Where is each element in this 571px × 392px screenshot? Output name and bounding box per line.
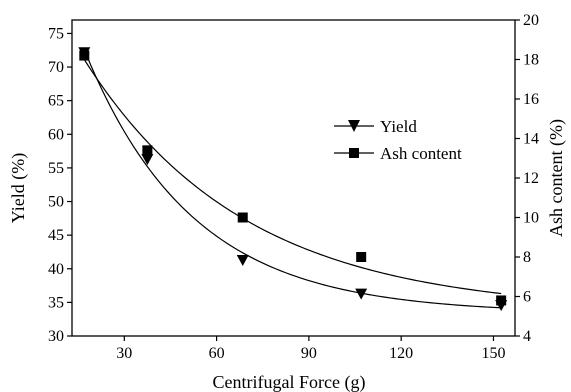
axis-ticks: 30 60 90 120 150 30 35 40 45 50 55 60 65 70 75 4 6 8 10 12 1… (48, 12, 539, 362)
y2-tick-label: 16 (523, 91, 539, 108)
legend-marker-yield (348, 120, 360, 132)
legend-label-ash-content: Ash content (380, 144, 462, 163)
y-tick-label: 75 (48, 25, 64, 42)
x-tick-label: 30 (116, 345, 132, 362)
data-point-ash-content (237, 212, 248, 223)
plot-frame (71, 19, 516, 337)
legend-item-yield: Yield (334, 117, 417, 136)
x-tick-label: 60 (209, 345, 225, 362)
x-tick-label: 120 (389, 345, 413, 362)
data-point-yield (236, 255, 249, 267)
y-tick-label: 65 (48, 93, 64, 110)
y2-axis-title: Ash content (%) (546, 119, 567, 237)
y2-tick-label: 8 (523, 249, 531, 266)
y-tick-label: 55 (48, 160, 64, 177)
y-tick-label: 60 (48, 126, 64, 143)
fit-curves (83, 49, 502, 309)
y-tick-label: 30 (48, 328, 64, 345)
y2-tick-label: 20 (523, 12, 539, 29)
y-tick-label: 45 (48, 227, 64, 244)
y-tick-label: 40 (48, 261, 64, 278)
x-axis-title: Centrifugal Force (g) (213, 372, 366, 392)
legend-marker-ash-content (349, 148, 359, 158)
y2-tick-label: 10 (523, 210, 539, 227)
fit-curve-yield (83, 49, 502, 309)
x-tick-label: 90 (301, 345, 317, 362)
fit-curve-ash-content (83, 59, 502, 295)
data-point-ash-content (142, 145, 153, 156)
y2-tick-label: 18 (523, 52, 539, 69)
plot-border (71, 19, 516, 337)
y-axis-title: Yield (%) (8, 153, 29, 223)
y-tick-label: 70 (48, 59, 64, 76)
data-point-ash-content (356, 252, 367, 262)
y-tick-label: 35 (48, 294, 64, 311)
data-point-yield (141, 154, 154, 166)
legend-item-ash-content: Ash content (334, 144, 462, 163)
y-tick-label: 50 (48, 194, 64, 211)
y2-tick-label: 6 (523, 289, 531, 306)
y2-tick-label: 14 (523, 131, 539, 148)
y2-tick-label: 4 (523, 328, 531, 345)
data-markers (78, 47, 508, 312)
y2-tick-label: 12 (523, 170, 539, 187)
legend-label-yield: Yield (380, 117, 417, 136)
data-point-yield (355, 288, 368, 300)
data-point-ash-content (79, 50, 90, 61)
legend: Yield Ash content (334, 117, 462, 163)
x-tick-label: 150 (481, 345, 505, 362)
data-point-ash-content (496, 295, 507, 306)
